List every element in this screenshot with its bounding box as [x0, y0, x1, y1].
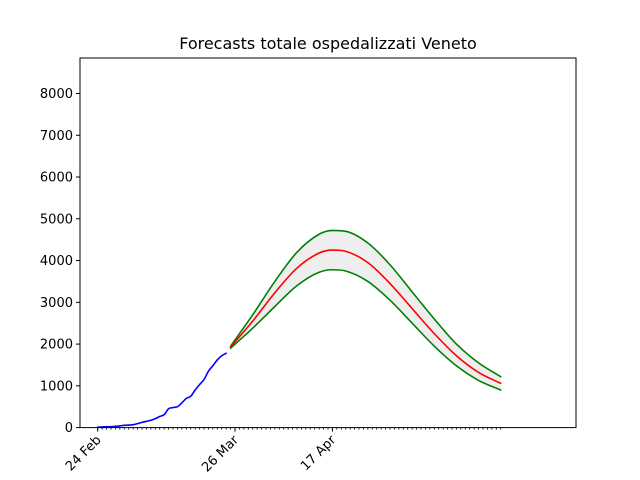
- series-line-lower: [229, 268, 502, 391]
- y-tick-label: 7000: [40, 129, 73, 144]
- series-line-central: [229, 249, 502, 385]
- chart-title: Forecasts totale ospedalizzati Veneto: [179, 34, 477, 53]
- series-layer: [96, 229, 502, 428]
- confidence-band-layer: [230, 230, 501, 391]
- y-tick-label: 2000: [40, 338, 73, 353]
- y-tick-label: 1000: [40, 379, 73, 394]
- y-tick-label: 0: [65, 421, 73, 436]
- confidence-band: [230, 230, 501, 391]
- y-tick-label: 5000: [40, 212, 73, 227]
- series-line-upper: [229, 229, 502, 378]
- y-tick-label: 6000: [40, 171, 73, 186]
- y-tick-label: 3000: [40, 296, 73, 311]
- y-tick-label: 8000: [40, 87, 73, 102]
- y-tick-label: 4000: [40, 254, 73, 269]
- series-line-observed: [96, 352, 227, 428]
- y-axis: 0 1000 2000 3000 4000 5000 6000 7000 8000: [40, 87, 80, 436]
- plot-frame: [79, 57, 577, 429]
